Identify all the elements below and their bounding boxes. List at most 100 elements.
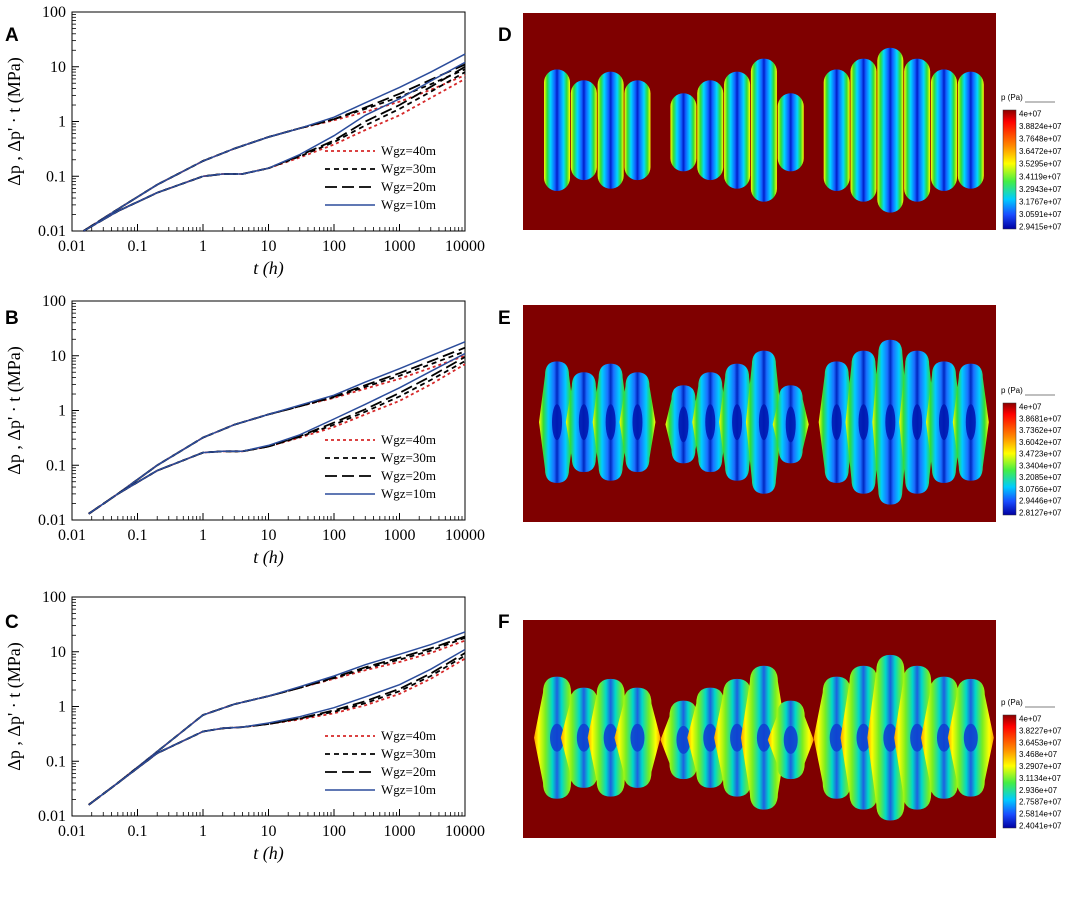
panel-label-b: B [5, 308, 19, 329]
colorbar-label: 3.2085e+07 [1019, 473, 1062, 482]
fracture-zone [544, 69, 571, 191]
x-tick-label: 0.01 [58, 823, 86, 840]
panel-label-f: F [498, 612, 510, 633]
colorbar-label: 3.6042e+07 [1019, 438, 1062, 447]
chart-c: 0.01 0.1 1 10 100 1000 10000 0.01 0.1 1 10 100 t (h)… [4, 589, 485, 864]
fracture-core [605, 404, 616, 441]
fracture-core [910, 723, 925, 752]
y-tick-label: 1 [58, 699, 66, 716]
fracture-core [730, 723, 745, 752]
chart-a: 0.01 0.1 1 10 100 1000 10000 0.01 0.1 1 10 100 t (h)… [4, 4, 485, 279]
y-tick-label: 0.1 [46, 457, 66, 474]
fracture-core [856, 723, 871, 752]
legend-entry: Wgz=30m [381, 161, 436, 176]
fracture-core [703, 723, 718, 752]
colorbar-label: 3.6453e+07 [1019, 738, 1062, 747]
colorbar-label: 3.1767e+07 [1019, 197, 1062, 206]
fracture-core [758, 404, 769, 441]
legend-entry: Wgz=10m [381, 782, 436, 797]
fracture-core [883, 723, 898, 752]
colorbar [1002, 714, 1017, 829]
series-line-derivative [88, 648, 466, 806]
fracture-zone [957, 71, 984, 189]
colorbar-label: 3.6472e+07 [1019, 147, 1062, 156]
plot-frame [71, 11, 466, 232]
y-tick-label: 100 [42, 293, 66, 310]
colorbar-label: 3.2943e+07 [1019, 185, 1062, 194]
y-tick-label: 10 [50, 348, 66, 365]
series-line-derivative [88, 356, 466, 515]
x-axis-label: t (h) [253, 843, 284, 864]
fracture-core [632, 404, 643, 441]
x-tick-label: 1000 [384, 823, 416, 840]
colorbar-label: 3.2907e+07 [1019, 762, 1062, 771]
fracture-zone [777, 93, 804, 172]
fracture-zone [750, 58, 777, 202]
fracture-zone [597, 71, 624, 189]
fracture-core [965, 404, 976, 441]
colorbar-label: 2.4041e+07 [1019, 822, 1062, 831]
x-tick-label: 100 [322, 527, 346, 544]
fracture-core [578, 404, 589, 441]
colorbar-label: 3.0591e+07 [1019, 210, 1062, 219]
x-axis-label: t (h) [253, 547, 284, 568]
colorbar-title: p (Pa) [1001, 93, 1023, 102]
fracture-core [912, 404, 923, 441]
colorbar-label: 2.9446e+07 [1019, 497, 1062, 506]
plot-frame [71, 596, 466, 817]
y-tick-label: 0.1 [46, 168, 66, 185]
fracture-core [885, 404, 896, 441]
colorbar-label: 3.468e+07 [1019, 750, 1058, 759]
colorbar-label: 3.7362e+07 [1019, 426, 1062, 435]
x-tick-label: 10 [261, 238, 277, 255]
fracture-core [678, 406, 689, 443]
fracture-zone [670, 93, 697, 172]
y-axis-label: Δp , Δp' · t (MPa) [4, 57, 25, 185]
panel-label-d: D [498, 25, 512, 46]
x-tick-label: 10000 [445, 527, 485, 544]
y-tick-label: 0.1 [46, 753, 66, 770]
fracture-zone [904, 58, 931, 202]
legend-entry: Wgz=40m [381, 143, 436, 158]
fracture-core [676, 725, 691, 754]
series-line-derivative [83, 61, 466, 232]
x-tick-label: 1 [199, 238, 207, 255]
y-tick-label: 10 [50, 59, 66, 76]
x-tick-label: 100 [322, 238, 346, 255]
y-tick-label: 0.01 [38, 808, 66, 825]
y-tick-label: 0.01 [38, 223, 66, 240]
legend-entry: Wgz=40m [381, 728, 436, 743]
colorbar-label: 2.7587e+07 [1019, 798, 1062, 807]
fracture-core [550, 723, 565, 752]
fracture-zone [823, 69, 850, 191]
fracture-core [732, 404, 743, 441]
x-tick-label: 10 [261, 823, 277, 840]
fracture-core [756, 723, 771, 752]
y-axis-label: Δp , Δp' · t (MPa) [4, 346, 25, 474]
colorbar-label: 4e+07 [1019, 403, 1042, 412]
fracture-core [936, 723, 951, 752]
panel-label-e: E [498, 308, 511, 329]
series-line-pressure [83, 53, 466, 232]
y-tick-label: 10 [50, 644, 66, 661]
x-tick-label: 100 [322, 823, 346, 840]
y-axis-label: Δp , Δp' · t (MPa) [4, 642, 25, 770]
fracture-core [963, 723, 978, 752]
colorbar-label: 3.3404e+07 [1019, 461, 1062, 470]
colorbar-label: 2.8127e+07 [1019, 509, 1062, 518]
colorbar-label: 2.9415e+07 [1019, 223, 1062, 232]
fracture-core [831, 404, 842, 441]
x-tick-label: 10000 [445, 238, 485, 255]
x-tick-label: 1 [199, 527, 207, 544]
series-line-pressure [83, 68, 466, 232]
fracture-core [783, 725, 798, 754]
legend-entry: Wgz=20m [381, 468, 436, 483]
pressure-map-d: p (Pa) 4e+07 3.8824e+07 3.7648e+07 3.6472e+0… [523, 13, 1062, 232]
y-tick-label: 100 [42, 4, 66, 21]
colorbar-label: 3.7648e+07 [1019, 135, 1062, 144]
x-tick-label: 10 [261, 527, 277, 544]
pressure-map-f: p (Pa) 4e+07 3.8227e+07 3.6453e+07 3.468e+07… [523, 620, 1062, 838]
fracture-zone [877, 47, 904, 213]
colorbar-label: 3.4119e+07 [1019, 172, 1061, 181]
colorbar-label: 2.5814e+07 [1019, 810, 1062, 819]
